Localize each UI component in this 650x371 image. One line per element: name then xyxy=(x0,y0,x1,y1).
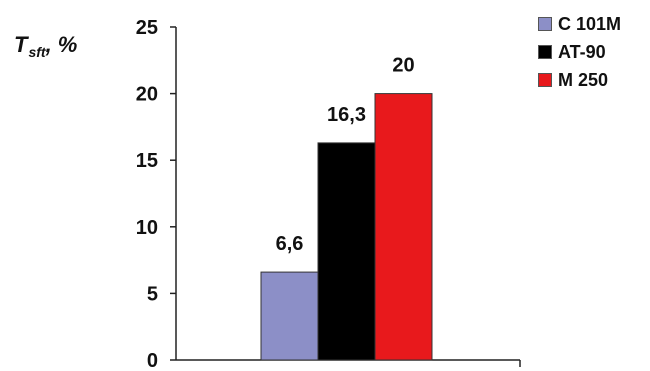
data-label-c101m: 6,6 xyxy=(276,233,304,255)
y-tick-label: 0 xyxy=(147,350,158,371)
y-tick-label: 5 xyxy=(147,283,158,305)
legend-swatch-m250 xyxy=(538,73,552,87)
bar-m250 xyxy=(374,93,433,361)
legend-item-c101m: C 101M xyxy=(538,10,621,38)
y-tick-label: 20 xyxy=(136,84,158,106)
legend-label-c101m: C 101M xyxy=(558,13,622,34)
legend-item-m250: M 250 xyxy=(538,66,621,94)
data-label-at90: 16,3 xyxy=(327,104,366,126)
legend-item-at90: AT-90 xyxy=(538,38,621,66)
data-label-m250: 20 xyxy=(392,55,414,77)
legend-label-at90: AT-90 xyxy=(558,41,606,62)
y-axis-label-unit: , % xyxy=(45,32,78,57)
legend-swatch-at90 xyxy=(538,45,552,59)
bar-at90 xyxy=(317,142,376,361)
y-tick-label: 25 xyxy=(136,17,158,39)
y-axis-label-main: T xyxy=(14,32,28,57)
bar-c101m xyxy=(260,271,319,361)
legend: C 101M AT-90 M 250 xyxy=(538,10,621,94)
y-tick-label: 10 xyxy=(136,217,158,239)
y-axis-label: Tsft, % xyxy=(14,32,78,60)
y-axis-label-subscript: sft xyxy=(28,44,46,60)
y-tick-label: 15 xyxy=(136,150,158,172)
legend-label-m250: M 250 xyxy=(558,69,609,90)
legend-swatch-c101m xyxy=(538,17,552,31)
